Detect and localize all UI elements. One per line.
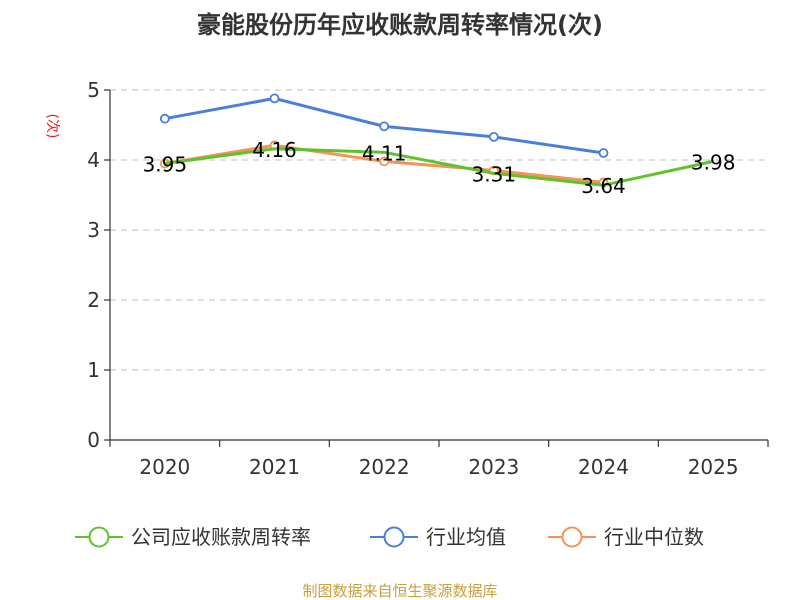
- data-point: [379, 121, 390, 132]
- source-note: 制图数据来自恒生聚源数据库: [302, 582, 497, 600]
- x-tick-label: 2021: [249, 455, 300, 479]
- y-tick-label: 5: [87, 78, 100, 102]
- legend-marker-icon: [88, 526, 110, 548]
- legend-item[interactable]: 公司应收账款周转率: [75, 525, 311, 549]
- data-labels: 3.95 4.16 4.11 3.31 3.64 3.98: [143, 138, 736, 198]
- y-tick-label: 4: [87, 148, 100, 172]
- y-tick-label: 1: [87, 358, 100, 382]
- y-tick-label: 3: [87, 218, 100, 242]
- legend-item[interactable]: 行业均值: [370, 525, 506, 549]
- data-label: 4.16: [252, 138, 297, 162]
- legend-marker-icon: [561, 526, 583, 548]
- series-line-0: [164, 147, 714, 187]
- legend-item[interactable]: 行业中位数: [548, 525, 704, 549]
- chart-title: 豪能股份历年应收账款周转率情况(次): [197, 11, 603, 39]
- data-label: 4.11: [362, 141, 407, 165]
- data-point: [598, 148, 609, 158]
- x-tick-label: 2025: [688, 455, 739, 479]
- data-point: [269, 93, 280, 104]
- data-label: 3.98: [691, 150, 736, 174]
- data-label: 3.31: [472, 162, 517, 186]
- legend-marker-icon: [383, 526, 405, 548]
- legend[interactable]: 公司应收账款周转率 行业均值 行业中位数: [75, 525, 704, 549]
- y-axis-label: (次): [44, 114, 60, 139]
- data-label: 3.64: [581, 174, 626, 198]
- y-tick-label: 0: [87, 428, 100, 452]
- y-tick-label: 2: [87, 288, 100, 312]
- data-point: [488, 131, 499, 142]
- x-tick-label: 2022: [359, 455, 410, 479]
- data-label: 3.95: [143, 153, 188, 177]
- legend-label: 行业中位数: [604, 525, 704, 549]
- x-tick-label: 2024: [578, 455, 629, 479]
- legend-label: 行业均值: [426, 525, 506, 549]
- axes: 0 1 2 3 4 5 2020 2021 2022 2023 2024 2025: [87, 78, 769, 479]
- x-tick-label: 2020: [139, 455, 190, 479]
- data-point: [159, 113, 170, 124]
- plot-area: [159, 93, 714, 188]
- legend-label: 公司应收账款周转率: [131, 525, 311, 549]
- x-tick-label: 2023: [468, 455, 519, 479]
- data-point: [379, 156, 390, 167]
